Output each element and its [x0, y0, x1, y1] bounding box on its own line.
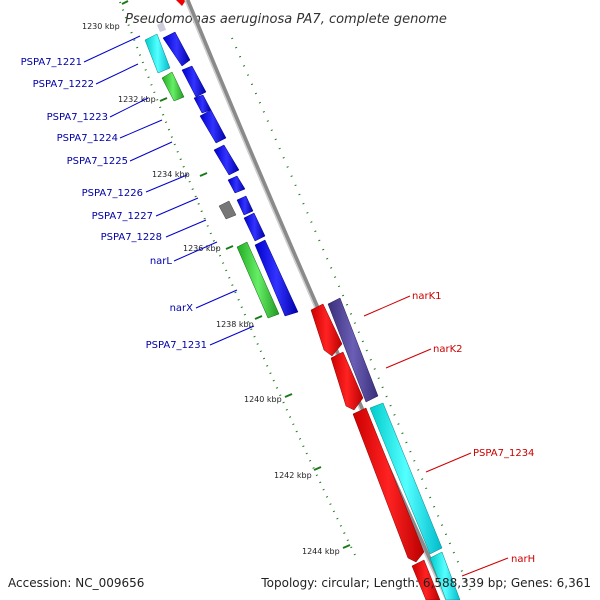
gene-arrow-pspa7-1234	[352, 407, 425, 563]
gene-arrow-pspa7-1224	[199, 109, 227, 144]
gene-arrow-pspa7-1222	[181, 65, 207, 98]
gene-label[interactable]: narL	[150, 256, 173, 267]
green-feature-pspa7-1222	[161, 71, 185, 102]
gene-label[interactable]: narX	[170, 303, 194, 314]
tick-label: 1240 kbp	[244, 395, 282, 404]
gene-label[interactable]: PSPA7_1231	[146, 340, 207, 351]
tick-label: 1232 kbp	[118, 95, 156, 104]
cyan-feature-pspa7-1234	[369, 402, 443, 555]
gene-label[interactable]: narH	[511, 554, 535, 565]
tick-label: 1234 kbp	[152, 170, 190, 179]
reverse-genes	[310, 303, 441, 600]
tick-label: 1230 kbp	[82, 22, 120, 31]
accession-text: Accession: NC_009656	[8, 576, 145, 590]
cyan-feature-pspa7-1221	[144, 33, 171, 74]
gene-label[interactable]: PSPA7_1228	[101, 232, 162, 243]
gene-arrow-pspa7-1221	[162, 31, 191, 67]
map-title: Pseudomonas aeruginosa PA7, complete gen…	[125, 12, 447, 27]
tick-label: 1242 kbp	[274, 471, 312, 480]
gene-arrow-pspa7-1223	[193, 94, 212, 114]
gene-label[interactable]: narK2	[433, 344, 463, 355]
gene-arrow-pspa7-1226	[227, 175, 246, 194]
forward-genes	[162, 31, 299, 317]
inner-tick-track	[119, 1, 356, 556]
topology-text: Topology: circular; Length: 6,588,339 bp…	[261, 576, 591, 590]
gray-feature-pspa7-1227	[218, 200, 237, 220]
gene-label[interactable]: PSPA7_1225	[67, 156, 128, 167]
gene-label[interactable]: PSPA7_1223	[47, 112, 108, 123]
gene-arrow-pspa7-1227	[236, 195, 254, 216]
gene-arrow-pspa7-1225	[213, 144, 240, 176]
outer-tick-track	[231, 37, 471, 591]
gene-label[interactable]: PSPA7_1226	[82, 188, 143, 199]
gene-arrow-pspa7-1228	[243, 212, 266, 242]
partial-reverse-gene	[176, 0, 186, 6]
genome-backbone	[184, 0, 451, 600]
gene-arrow-narx	[254, 239, 299, 317]
tick-label: 1238 kbp	[216, 320, 254, 329]
green-feature-narl	[236, 241, 280, 319]
gene-label[interactable]: PSPA7_1221	[21, 57, 82, 68]
cyan-feature-narH	[429, 551, 461, 600]
gene-label[interactable]: PSPA7_1227	[92, 211, 153, 222]
left-leader-lines	[83, 35, 255, 346]
major-ticks	[121, 0, 351, 549]
right-leader-lines	[363, 295, 509, 577]
purple-feature-narK	[327, 297, 379, 403]
gene-label[interactable]: narK1	[412, 291, 442, 302]
gene-arrow-narH	[411, 559, 441, 600]
gene-arrow-narK1	[310, 303, 343, 357]
gene-label[interactable]: PSPA7_1222	[33, 79, 94, 90]
tick-label: 1244 kbp	[302, 547, 340, 556]
gene-label[interactable]: PSPA7_1234	[473, 448, 534, 459]
small-feature	[157, 22, 166, 32]
gene-label[interactable]: PSPA7_1224	[57, 133, 118, 144]
gene-arrow-narK2	[330, 351, 364, 411]
